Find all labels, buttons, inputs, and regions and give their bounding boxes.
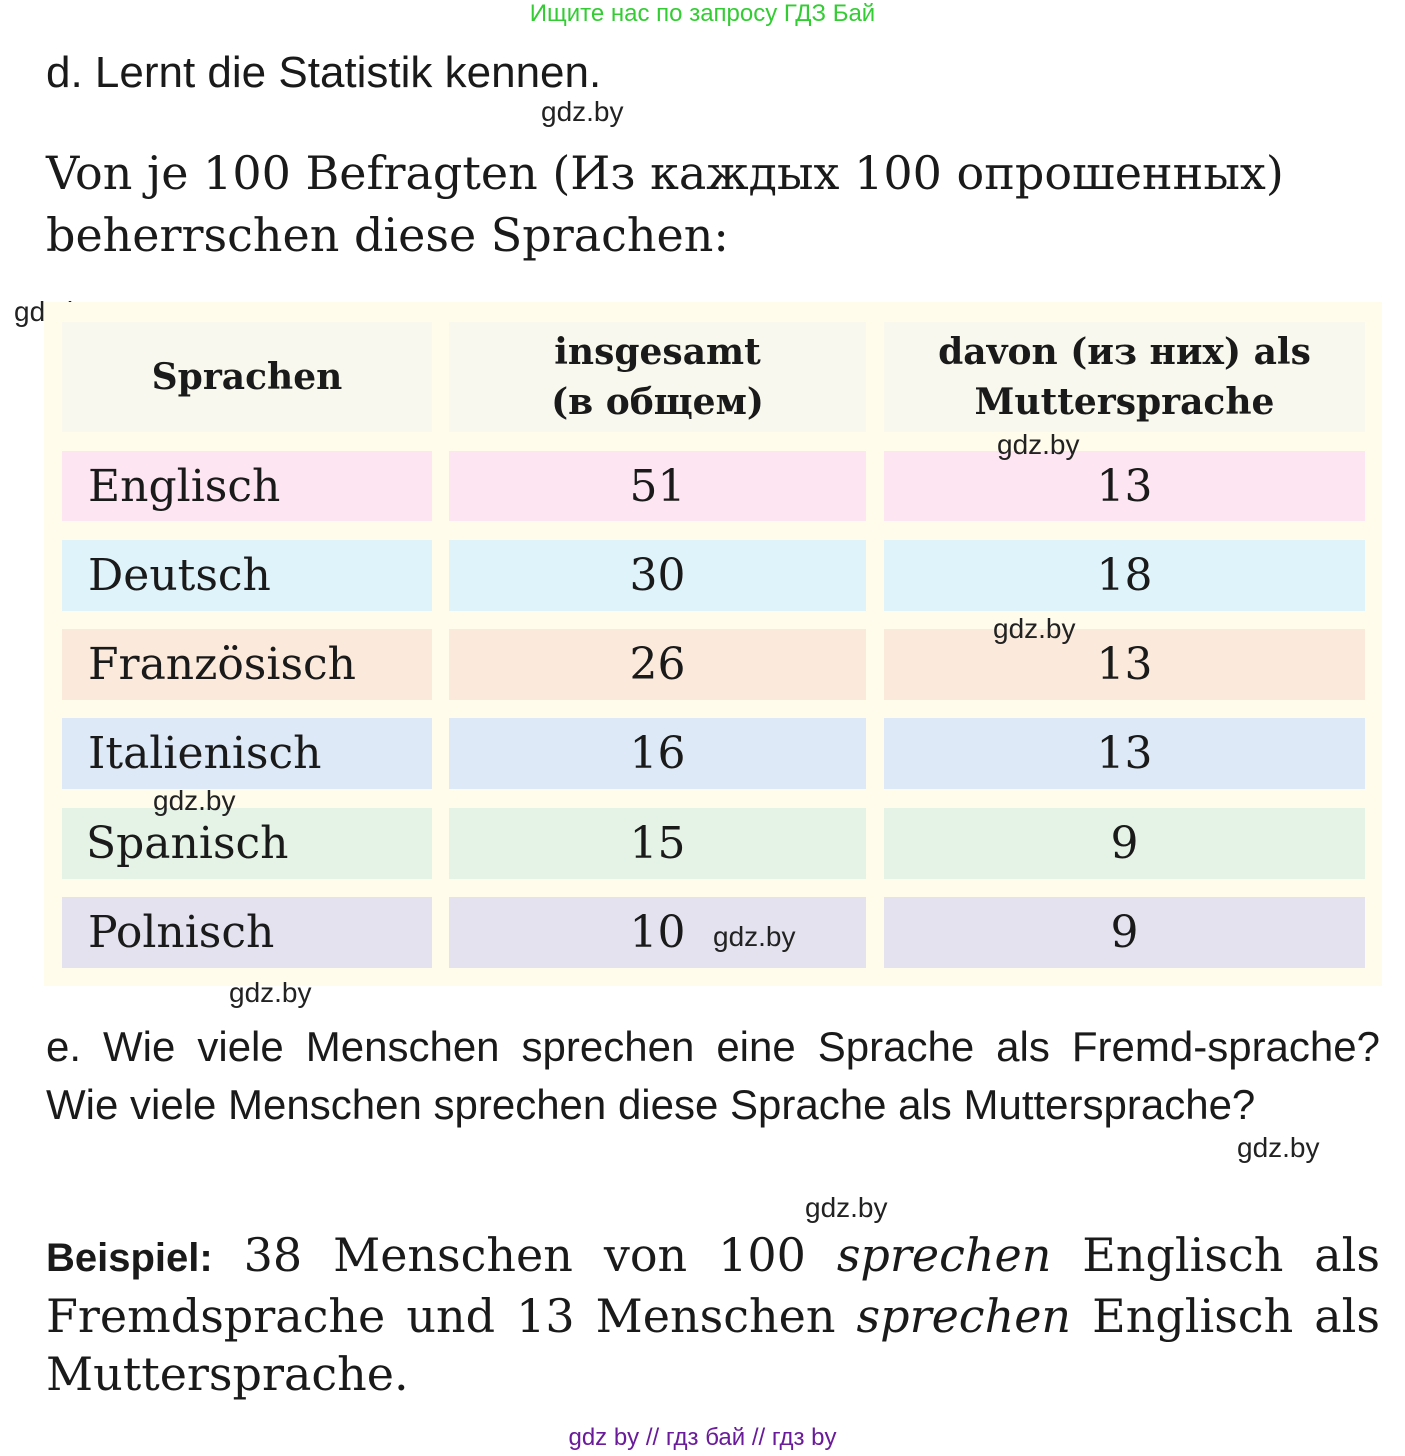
intro-line-2: beherrschen diese Sprachen: bbox=[46, 208, 729, 262]
watermark: gdz.by bbox=[993, 613, 1076, 644]
section-d-title: d. Lernt die Statistik kennen. bbox=[46, 48, 602, 97]
row-total-cell: 15 bbox=[449, 808, 866, 879]
example-label: Beispiel: bbox=[46, 1236, 213, 1280]
footer-links[interactable]: gdz by // гдз бай // гдз by bbox=[568, 1424, 837, 1451]
watermark: gdz.by bbox=[713, 921, 796, 952]
header-insgesamt: insgesamt (в общем) bbox=[449, 322, 866, 432]
example-verb-1: sprechen bbox=[836, 1228, 1052, 1282]
row-total-cell: 16 bbox=[449, 718, 866, 789]
row-language-cell: Italienisch bbox=[62, 718, 432, 789]
row-native-cell: 13 bbox=[884, 718, 1365, 789]
row-language-cell: Spanisch bbox=[62, 808, 432, 879]
row-native-cell: 18 bbox=[884, 540, 1365, 611]
watermark: gdz.by bbox=[541, 96, 624, 127]
section-e-question: e. Wie viele Menschen sprechen eine Spra… bbox=[46, 1023, 1380, 1128]
row-native-cell: 13 bbox=[884, 451, 1365, 521]
watermark: gdz.by bbox=[805, 1192, 888, 1223]
row-native-cell: 9 bbox=[884, 808, 1365, 879]
row-total-cell: 10 bbox=[449, 897, 866, 968]
header-muttersprache: davon (из них) als Muttersprache bbox=[884, 322, 1365, 432]
row-language-cell: Deutsch bbox=[62, 540, 432, 611]
watermark: gdz.by bbox=[153, 785, 236, 816]
example-verb-2: sprechen bbox=[856, 1289, 1072, 1343]
example-text-3: Englisch als Muttersprache. bbox=[46, 1289, 1380, 1401]
header-insgesamt-line-1: insgesamt bbox=[554, 331, 761, 373]
example-text-2: Englisch als Fremdsprache und 13 Mensche… bbox=[46, 1228, 1381, 1343]
watermark: gdz.by bbox=[229, 977, 312, 1008]
example-paragraph: Beispiel: 38 Menschen von 100 sprechen E… bbox=[46, 1226, 1380, 1403]
watermark: gdz.by bbox=[1237, 1132, 1320, 1163]
header-sprachen: Sprachen bbox=[62, 322, 432, 432]
example-text-1: 38 Menschen von 100 bbox=[212, 1228, 837, 1282]
header-insgesamt-line-2: (в общем) bbox=[551, 381, 764, 423]
row-native-cell: 9 bbox=[884, 897, 1365, 968]
row-total-cell: 26 bbox=[449, 629, 866, 700]
row-native-cell: 13 bbox=[884, 629, 1365, 700]
row-language-cell: Polnisch bbox=[62, 897, 432, 968]
header-sprachen-label: Sprachen bbox=[151, 356, 343, 398]
row-language-cell: Französisch bbox=[62, 629, 432, 700]
row-language-cell: Englisch bbox=[62, 451, 432, 521]
top-banner[interactable]: Ищите нас по запросу ГДЗ Бай bbox=[529, 0, 876, 27]
header-muttersprache-line-1: davon (из них) als bbox=[938, 331, 1311, 373]
row-total-cell: 30 bbox=[449, 540, 866, 611]
intro-text: Von je 100 Befragten (Из каждых 100 опро… bbox=[46, 142, 1386, 266]
watermark: gdz.by bbox=[997, 429, 1080, 460]
intro-line-1: Von je 100 Befragten (Из каждых 100 опро… bbox=[46, 146, 1284, 200]
header-muttersprache-line-2: Muttersprache bbox=[974, 381, 1275, 423]
row-total-cell: 51 bbox=[449, 451, 866, 521]
